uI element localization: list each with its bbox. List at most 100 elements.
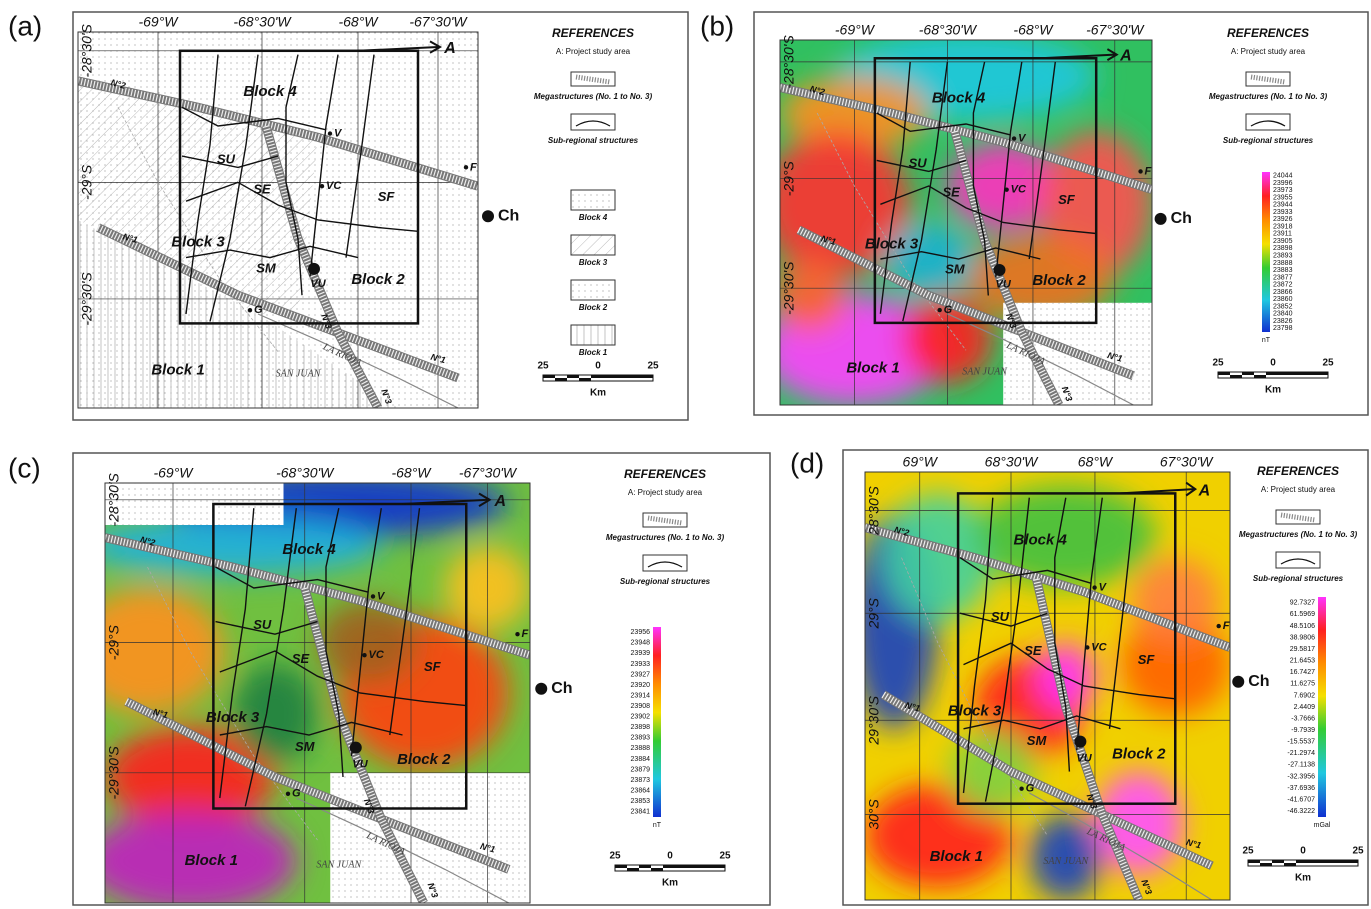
- locality-major: [308, 263, 320, 275]
- map-label: VC: [326, 180, 342, 192]
- colorbar-label: 23996: [1273, 180, 1293, 187]
- block-swatch: [571, 235, 615, 255]
- map-label: SU: [909, 156, 928, 171]
- locality: [1004, 187, 1008, 191]
- map-label: Block 3: [865, 235, 919, 252]
- legend-text: Megastructures (No. 1 to No. 3): [534, 92, 653, 101]
- locality-major: [535, 683, 547, 695]
- block-swatch: [571, 280, 615, 300]
- colorbar-label: 23926: [1273, 216, 1293, 223]
- legend-text: Block 1: [579, 348, 608, 357]
- colorbar-label: 29.5817: [1290, 646, 1315, 653]
- locality-major: [1155, 213, 1167, 225]
- colorbar-label: 23956: [631, 629, 651, 636]
- scale-label: 0: [667, 851, 673, 862]
- colorbar-label: 23841: [631, 809, 651, 816]
- legend-text: A: Project study area: [556, 47, 631, 56]
- scale-right: [603, 375, 653, 378]
- colorbar-label: 23864: [631, 787, 651, 794]
- map-label: Block 4: [1014, 531, 1068, 548]
- locality: [1085, 645, 1089, 649]
- colorbar-label: -15.5537: [1287, 739, 1315, 746]
- scale-label: 25: [1352, 846, 1364, 857]
- map-label: SAN JUAN: [316, 859, 362, 870]
- map-label: G: [292, 788, 301, 800]
- legend-swatch: [571, 114, 615, 130]
- map-panel: (a)-69°W-68°30'W-68°W-67°30'W-28°30'S-29…: [8, 10, 688, 420]
- latitude-label: -28°30'S: [781, 35, 797, 89]
- longitude-label: -68°W: [391, 465, 432, 481]
- block-swatch: [571, 325, 615, 345]
- map-label: SAN JUAN: [276, 368, 322, 379]
- map-label: F: [1223, 620, 1230, 632]
- colorbar-label: 21.6453: [1290, 658, 1315, 665]
- colorbar-label: 23852: [1273, 303, 1293, 310]
- scale-label: 25: [647, 361, 659, 372]
- locality: [1092, 585, 1096, 589]
- map-label: Block 1: [846, 359, 899, 376]
- colorbar-label: 23893: [1273, 252, 1293, 259]
- scale-label: 25: [609, 851, 621, 862]
- legend-swatch: [643, 555, 687, 571]
- legend-swatch: [1276, 552, 1320, 568]
- latitude-label: -29°30'S: [781, 261, 797, 315]
- map-label: Block 1: [151, 361, 204, 378]
- legend-text: Sub-regional structures: [620, 577, 711, 586]
- block-swatch: [571, 190, 615, 210]
- colorbar-label: -41.6707: [1287, 796, 1315, 803]
- colorbar-label: -3.7666: [1291, 715, 1315, 722]
- map-label: Block 2: [1032, 272, 1086, 289]
- scale-unit: Km: [590, 388, 606, 399]
- map-label: G: [254, 304, 263, 316]
- scale-right: [1308, 860, 1358, 863]
- legend-text: Megastructures (No. 1 to No. 3): [1239, 530, 1358, 539]
- colorbar: [1318, 597, 1326, 817]
- colorbar-label: -21.2974: [1287, 750, 1315, 757]
- legend-title: REFERENCES: [624, 467, 706, 481]
- map-label: A: [443, 40, 456, 57]
- longitude-label: -68°30'W: [919, 22, 978, 38]
- map-label: Block 3: [206, 709, 260, 726]
- map-label: Block 2: [351, 271, 405, 288]
- locality: [1019, 787, 1023, 791]
- longitude-label: 68°30'W: [985, 454, 1039, 470]
- latitude-label: -29°30'S: [79, 272, 95, 326]
- map-label: G: [944, 304, 953, 316]
- longitude-label: -67°30'W: [1086, 22, 1145, 38]
- map-panel: (b)-69°W-68°30'W-68°W-67°30'W-28°30'S-29…: [700, 10, 1368, 415]
- map-label: SE: [942, 185, 960, 200]
- locality: [1217, 624, 1221, 628]
- legend-text: Sub-regional structures: [548, 136, 639, 145]
- longitude-label: -69°W: [835, 22, 876, 38]
- colorbar-label: 23877: [1273, 274, 1293, 281]
- colorbar-label: -9.7939: [1291, 727, 1315, 734]
- colorbar-label: 23826: [1273, 318, 1293, 325]
- colorbar-label: -37.6936: [1287, 785, 1315, 792]
- colorbar-label: 23888: [1273, 260, 1293, 267]
- colorbar-label: 23933: [631, 661, 651, 668]
- scale-right: [1278, 372, 1328, 375]
- locality-major: [993, 264, 1005, 276]
- colorbar-label: 23893: [631, 735, 651, 742]
- colorbar-label: -27.1138: [1288, 762, 1315, 769]
- latitude-label: -29°S: [79, 164, 95, 200]
- colorbar-label: 23840: [1273, 311, 1293, 318]
- colorbar-label: 23888: [631, 745, 651, 752]
- scale-unit: Km: [1265, 385, 1281, 396]
- scale-label: 0: [595, 361, 601, 372]
- map-label: SF: [1138, 652, 1156, 667]
- map-label: SM: [945, 261, 966, 276]
- legend-text: Sub-regional structures: [1253, 574, 1344, 583]
- map-label: Ch: [551, 680, 572, 697]
- locality: [248, 308, 252, 312]
- colorbar-label: -32.3956: [1287, 773, 1315, 780]
- legend-text: A: Project study area: [628, 488, 703, 497]
- colorbar-label: 92.7327: [1290, 600, 1315, 607]
- colorbar-unit: nT: [1262, 337, 1271, 344]
- latitude-label: 30°S: [866, 798, 882, 829]
- map-label: A: [1119, 48, 1132, 65]
- colorbar-label: 23920: [631, 682, 651, 689]
- map-label: Block 2: [397, 751, 451, 768]
- map-label: SM: [295, 739, 316, 754]
